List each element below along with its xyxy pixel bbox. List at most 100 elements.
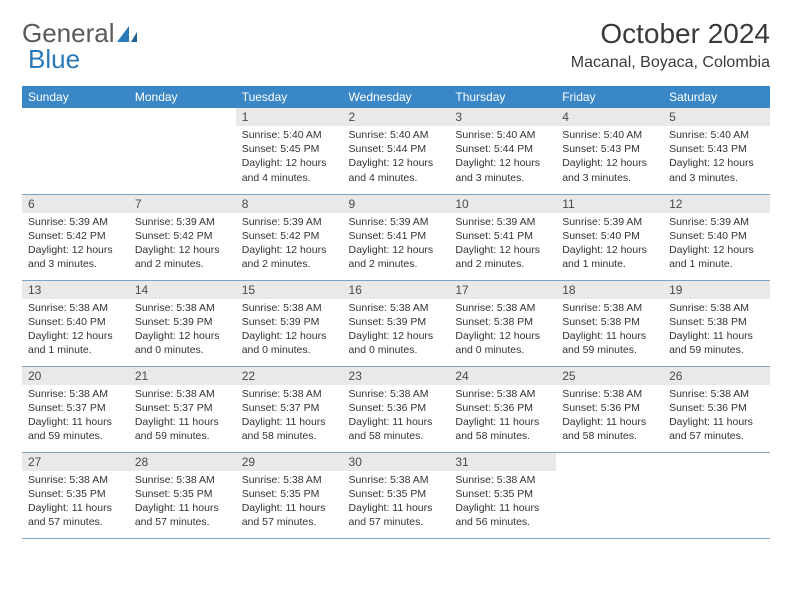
daylight-text: Daylight: 11 hours and 59 minutes. [669,329,764,357]
day-body: Sunrise: 5:38 AMSunset: 5:35 PMDaylight:… [343,471,450,536]
day-number: 23 [343,367,450,385]
calendar-day-cell: 16Sunrise: 5:38 AMSunset: 5:39 PMDayligh… [343,280,450,366]
day-body: Sunrise: 5:38 AMSunset: 5:40 PMDaylight:… [22,299,129,364]
sunrise-text: Sunrise: 5:38 AM [135,473,230,487]
calendar-day-cell: 9Sunrise: 5:39 AMSunset: 5:41 PMDaylight… [343,194,450,280]
day-body: Sunrise: 5:38 AMSunset: 5:35 PMDaylight:… [236,471,343,536]
day-number: 1 [236,108,343,126]
sunrise-text: Sunrise: 5:38 AM [28,387,123,401]
day-number: 31 [449,453,556,471]
day-body: Sunrise: 5:40 AMSunset: 5:43 PMDaylight:… [663,126,770,191]
sunrise-text: Sunrise: 5:39 AM [349,215,444,229]
daylight-text: Daylight: 12 hours and 0 minutes. [349,329,444,357]
sunrise-text: Sunrise: 5:38 AM [455,387,550,401]
day-body: Sunrise: 5:38 AMSunset: 5:39 PMDaylight:… [343,299,450,364]
sunrise-text: Sunrise: 5:38 AM [349,387,444,401]
daylight-text: Daylight: 12 hours and 3 minutes. [562,156,657,184]
sunset-text: Sunset: 5:39 PM [349,315,444,329]
day-number: 8 [236,195,343,213]
calendar-day-cell: 30Sunrise: 5:38 AMSunset: 5:35 PMDayligh… [343,452,450,538]
calendar-day-cell: 2Sunrise: 5:40 AMSunset: 5:44 PMDaylight… [343,108,450,194]
calendar-day-cell: 12Sunrise: 5:39 AMSunset: 5:40 PMDayligh… [663,194,770,280]
calendar-day-cell: 1Sunrise: 5:40 AMSunset: 5:45 PMDaylight… [236,108,343,194]
sunrise-text: Sunrise: 5:39 AM [669,215,764,229]
weekday-monday: Monday [129,86,236,108]
calendar-day-cell [663,452,770,538]
day-body: Sunrise: 5:40 AMSunset: 5:44 PMDaylight:… [343,126,450,191]
daylight-text: Daylight: 11 hours and 57 minutes. [242,501,337,529]
day-number: 11 [556,195,663,213]
calendar-day-cell: 29Sunrise: 5:38 AMSunset: 5:35 PMDayligh… [236,452,343,538]
calendar-day-cell: 15Sunrise: 5:38 AMSunset: 5:39 PMDayligh… [236,280,343,366]
day-body: Sunrise: 5:38 AMSunset: 5:38 PMDaylight:… [556,299,663,364]
daylight-text: Daylight: 12 hours and 4 minutes. [349,156,444,184]
calendar-day-cell: 8Sunrise: 5:39 AMSunset: 5:42 PMDaylight… [236,194,343,280]
day-number: 14 [129,281,236,299]
sunrise-text: Sunrise: 5:38 AM [455,473,550,487]
calendar-week-row: 13Sunrise: 5:38 AMSunset: 5:40 PMDayligh… [22,280,770,366]
sunset-text: Sunset: 5:35 PM [135,487,230,501]
calendar-day-cell: 3Sunrise: 5:40 AMSunset: 5:44 PMDaylight… [449,108,556,194]
calendar-table: Sunday Monday Tuesday Wednesday Thursday… [22,86,770,539]
sunrise-text: Sunrise: 5:38 AM [135,387,230,401]
daylight-text: Daylight: 12 hours and 4 minutes. [242,156,337,184]
day-body: Sunrise: 5:39 AMSunset: 5:41 PMDaylight:… [343,213,450,278]
day-body: Sunrise: 5:38 AMSunset: 5:38 PMDaylight:… [663,299,770,364]
day-body: Sunrise: 5:38 AMSunset: 5:36 PMDaylight:… [663,385,770,450]
sunset-text: Sunset: 5:44 PM [455,142,550,156]
weekday-header-row: Sunday Monday Tuesday Wednesday Thursday… [22,86,770,108]
logo-sail-icon [115,24,139,44]
weekday-thursday: Thursday [449,86,556,108]
day-number: 29 [236,453,343,471]
calendar-day-cell: 6Sunrise: 5:39 AMSunset: 5:42 PMDaylight… [22,194,129,280]
calendar-week-row: 6Sunrise: 5:39 AMSunset: 5:42 PMDaylight… [22,194,770,280]
daylight-text: Daylight: 12 hours and 3 minutes. [455,156,550,184]
daylight-text: Daylight: 12 hours and 1 minute. [562,243,657,271]
calendar-day-cell [22,108,129,194]
daylight-text: Daylight: 11 hours and 57 minutes. [135,501,230,529]
sunrise-text: Sunrise: 5:39 AM [242,215,337,229]
sunrise-text: Sunrise: 5:39 AM [28,215,123,229]
logo-text-blue: Blue [28,44,80,75]
day-number: 26 [663,367,770,385]
daylight-text: Daylight: 11 hours and 59 minutes. [135,415,230,443]
sunrise-text: Sunrise: 5:39 AM [135,215,230,229]
daylight-text: Daylight: 12 hours and 3 minutes. [669,156,764,184]
sunrise-text: Sunrise: 5:38 AM [242,301,337,315]
sunrise-text: Sunrise: 5:40 AM [455,128,550,142]
day-body: Sunrise: 5:39 AMSunset: 5:40 PMDaylight:… [663,213,770,278]
sunrise-text: Sunrise: 5:38 AM [242,387,337,401]
calendar-day-cell: 21Sunrise: 5:38 AMSunset: 5:37 PMDayligh… [129,366,236,452]
weekday-wednesday: Wednesday [343,86,450,108]
calendar-week-row: 20Sunrise: 5:38 AMSunset: 5:37 PMDayligh… [22,366,770,452]
daylight-text: Daylight: 12 hours and 0 minutes. [455,329,550,357]
calendar-day-cell: 7Sunrise: 5:39 AMSunset: 5:42 PMDaylight… [129,194,236,280]
sunset-text: Sunset: 5:42 PM [242,229,337,243]
day-body: Sunrise: 5:38 AMSunset: 5:39 PMDaylight:… [129,299,236,364]
sunset-text: Sunset: 5:35 PM [349,487,444,501]
day-body: Sunrise: 5:38 AMSunset: 5:38 PMDaylight:… [449,299,556,364]
sunset-text: Sunset: 5:38 PM [455,315,550,329]
day-body: Sunrise: 5:39 AMSunset: 5:42 PMDaylight:… [236,213,343,278]
sunrise-text: Sunrise: 5:38 AM [242,473,337,487]
day-number: 22 [236,367,343,385]
sunset-text: Sunset: 5:38 PM [669,315,764,329]
day-number: 17 [449,281,556,299]
daylight-text: Daylight: 12 hours and 0 minutes. [135,329,230,357]
calendar-day-cell: 10Sunrise: 5:39 AMSunset: 5:41 PMDayligh… [449,194,556,280]
day-number: 20 [22,367,129,385]
day-body: Sunrise: 5:40 AMSunset: 5:45 PMDaylight:… [236,126,343,191]
daylight-text: Daylight: 11 hours and 56 minutes. [455,501,550,529]
sunrise-text: Sunrise: 5:38 AM [669,387,764,401]
day-body: Sunrise: 5:39 AMSunset: 5:42 PMDaylight:… [22,213,129,278]
calendar-day-cell: 24Sunrise: 5:38 AMSunset: 5:36 PMDayligh… [449,366,556,452]
sunset-text: Sunset: 5:43 PM [669,142,764,156]
sunrise-text: Sunrise: 5:40 AM [242,128,337,142]
calendar-body: 1Sunrise: 5:40 AMSunset: 5:45 PMDaylight… [22,108,770,538]
sunset-text: Sunset: 5:40 PM [562,229,657,243]
daylight-text: Daylight: 12 hours and 2 minutes. [349,243,444,271]
daylight-text: Daylight: 12 hours and 1 minute. [28,329,123,357]
day-number: 6 [22,195,129,213]
sunrise-text: Sunrise: 5:38 AM [135,301,230,315]
day-number: 28 [129,453,236,471]
